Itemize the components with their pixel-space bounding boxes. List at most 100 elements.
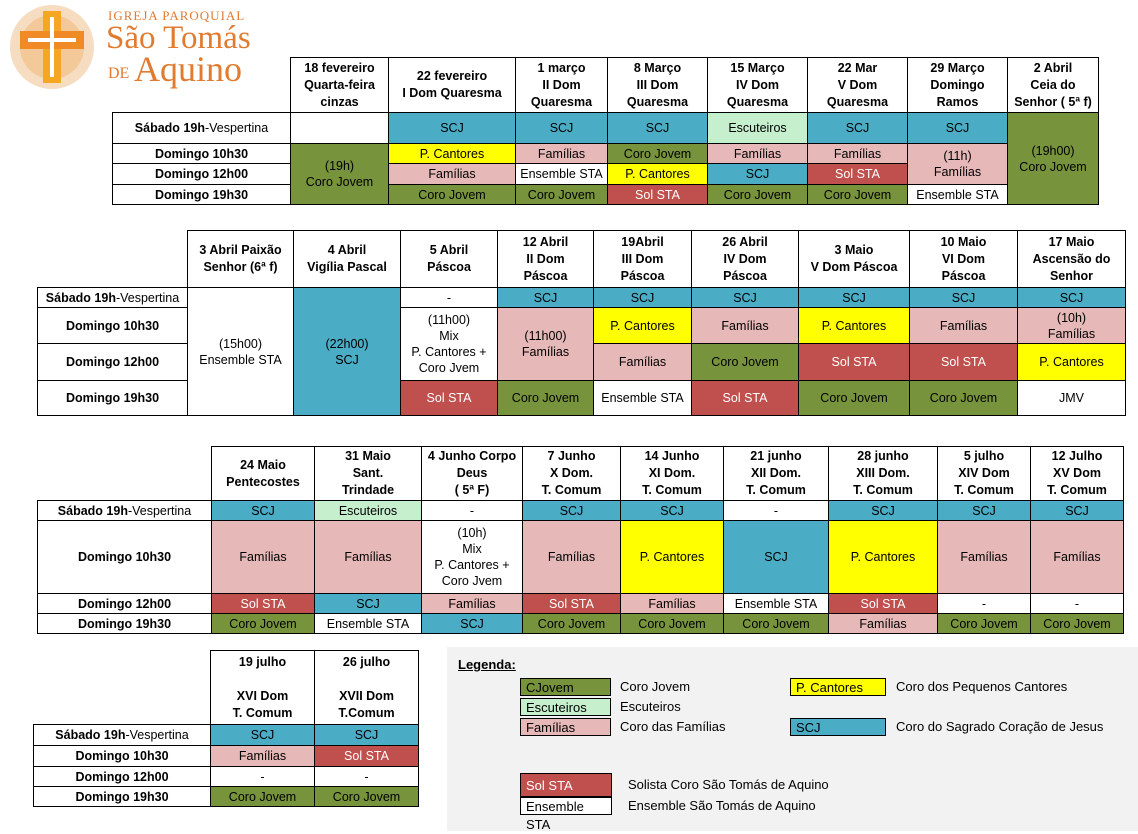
choir-assignment-cell: Sol STA: [807, 163, 908, 185]
choir-assignment-cell: (11h) Famílias: [907, 143, 1008, 185]
choir-assignment-cell: -: [1030, 593, 1124, 614]
mass-type: -Vespertina: [115, 290, 180, 305]
choir-assignment-cell: Sol STA: [691, 380, 799, 416]
choir-assignment-cell: Sol STA: [909, 343, 1018, 381]
date-header: 7 Junho X Dom. T. Comum: [522, 446, 621, 501]
choir-assignment-cell: Sol STA: [314, 745, 419, 767]
schedule-row: Domingo 10h30 (11h00) Mix P. Cantores + C…: [37, 307, 1126, 381]
choir-assignment-cell: (11h00) Famílias: [497, 307, 594, 381]
mass-time-label: Sábado 19h-Vespertina: [37, 500, 212, 521]
choir-assignment-cell: SCJ: [593, 287, 692, 308]
choir-assignment-cell: Famílias: [210, 745, 315, 767]
choir-assignment-cell: SCJ: [607, 112, 708, 144]
mass-time-label: Sábado 19h-Vespertina: [112, 112, 291, 144]
choir-assignment-cell: Coro Jovem: [388, 184, 516, 205]
choir-assignment-cell: Coro Jovem: [707, 184, 808, 205]
choir-assignment-cell: SCJ: [211, 500, 315, 521]
mass-time: Domingo 19h30: [75, 789, 169, 804]
date-header: 31 Maio Sant. Trindade: [314, 446, 422, 501]
choir-assignment-cell: SCJ: [210, 724, 315, 746]
legend-label: Solista Coro São Tomás de Aquino: [628, 777, 829, 792]
choir-assignment-cell: Famílias: [909, 307, 1018, 344]
corner-blank: [113, 58, 291, 113]
mass-time-label: Domingo 19h30: [112, 184, 291, 205]
mass-time: Domingo 10h30: [65, 318, 160, 333]
choir-assignment-cell: Famílias: [1030, 520, 1124, 594]
logo-de: DE: [108, 65, 130, 82]
corner-blank: [38, 231, 188, 288]
mass-type: -Vespertina: [127, 503, 192, 518]
choir-assignment-cell: SCJ: [1030, 500, 1124, 521]
mass-type: -Vespertina: [125, 728, 189, 742]
mass-time-label: Domingo 10h30: [37, 307, 188, 344]
choir-assignment-cell: -: [421, 500, 523, 521]
choir-assignment-cell: -: [400, 287, 498, 308]
mass-time: Domingo 10h30: [75, 749, 169, 763]
choir-assignment-cell: Ensemble STA: [723, 593, 829, 614]
date-header: 12 Abril II Dom Páscoa: [497, 230, 594, 288]
mass-time: Domingo 19h30: [65, 391, 160, 405]
date-header: 4 Junho Corpo Deus ( 5ª F): [421, 446, 523, 501]
choir-assignment-cell: Coro Jovem: [620, 613, 724, 634]
schedule-table-3: 24 Maio Pentecostes 31 Maio Sant. Trindad…: [37, 446, 1124, 634]
mass-time: Domingo 12h00: [65, 355, 160, 369]
choir-assignment-cell: SCJ: [807, 112, 908, 144]
choir-assignment-cell: -: [210, 766, 315, 787]
date-header: 8 Março III Dom Quaresma: [607, 57, 708, 113]
legend-label: Coro Jovem: [620, 679, 691, 694]
choir-assignment-cell: SCJ: [707, 163, 808, 185]
choir-assignment-cell: SCJ: [421, 613, 523, 634]
logo-subtitle: IGREJA PAROQUIAL: [108, 8, 246, 23]
date-header: 26 julho XVII Dom T.Comum: [314, 650, 419, 725]
choir-assignment-cell: SCJ: [388, 112, 516, 144]
mass-time-label: Domingo 12h00: [37, 593, 212, 614]
choir-assignment-cell: Coro Jovem: [210, 786, 315, 807]
choir-assignment-cell: Famílias: [211, 520, 315, 594]
choir-assignment-cell: SCJ: [314, 724, 419, 746]
cross-emblem-icon: [10, 5, 94, 89]
choir-assignment-cell: P. Cantores: [388, 143, 516, 164]
schedule-row: Domingo 10h30 Famílias Sol STA: [33, 745, 419, 767]
choir-assignment-cell: (15h00) Ensemble STA: [187, 287, 294, 416]
date-header: 19Abril III Dom Páscoa: [593, 230, 692, 288]
legend-swatch: Ensemble STA: [520, 797, 612, 832]
legend-label: Ensemble São Tomás de Aquino: [628, 798, 816, 813]
choir-assignment-cell: SCJ: [798, 287, 910, 308]
mass-time-label: Domingo 19h30: [37, 380, 188, 416]
date-header: 19 julho XVI Dom T. Comum: [210, 650, 315, 725]
date-header: 22 fevereiro I Dom Quaresma: [388, 57, 516, 113]
choir-assignment-cell: Coro Jovem: [937, 613, 1031, 634]
date-header: 3 Maio V Dom Páscoa: [798, 230, 910, 288]
schedule-table-2: 3 Abril Paixão Senhor (6ª f) 4 Abril Vigí…: [37, 230, 1126, 416]
choir-assignment-cell: (10h) Famílias: [1017, 307, 1126, 344]
mass-time-label: Domingo 10h30: [33, 745, 211, 767]
mass-time: Domingo 19h30: [77, 616, 172, 631]
schedule-row: Domingo 10h30 (19h) Coro Jovem P. Cantores…: [112, 143, 1099, 205]
choir-assignment-cell: SCJ: [909, 287, 1018, 308]
mass-time: Domingo 12h00: [75, 769, 169, 784]
choir-assignment-cell: JMV: [1017, 380, 1126, 416]
schedule-row: Domingo 12h00 - -: [33, 766, 419, 787]
schedule-row: Sábado 19h-Vespertina SCJ Escuteiros - SCJ SC…: [37, 500, 1124, 521]
parish-logo: IGREJA PAROQUIAL São Tomás DE Aquino: [8, 3, 273, 91]
choir-assignment-cell: P. Cantores: [828, 520, 938, 594]
choir-assignment-cell: Coro Jovem: [723, 613, 829, 634]
choir-assignment-cell: -: [314, 766, 419, 787]
date-header: 2 Abril Ceia do Senhor ( 5ª f): [1007, 57, 1099, 113]
legend-swatch: CJovem: [520, 678, 611, 696]
legend-swatch: SCJ: [790, 718, 886, 736]
date-header: 10 Maio VI Dom Páscoa: [909, 230, 1018, 288]
choir-assignment-cell: Coro Jovem: [522, 613, 621, 634]
date-header: 18 fevereiro Quarta-feira cinzas: [290, 57, 389, 113]
date-header: 12 Julho XV Dom T. Comum: [1030, 446, 1124, 501]
choir-assignment-cell: P. Cantores: [798, 307, 910, 344]
logo-name: São Tomás: [106, 20, 251, 56]
choir-assignment-cell: Escuteiros: [707, 112, 808, 144]
mass-time: Domingo 12h00: [154, 167, 249, 181]
choir-assignment-cell: [290, 112, 389, 144]
mass-time-label: Domingo 12h00: [112, 163, 291, 185]
choir-assignment-cell: Famílias: [593, 343, 692, 381]
choir-assignment-cell: Sol STA: [828, 593, 938, 614]
choir-assignment-cell: Ensemble STA: [314, 613, 422, 634]
date-header: 5 julho XIV Dom T. Comum: [937, 446, 1031, 501]
